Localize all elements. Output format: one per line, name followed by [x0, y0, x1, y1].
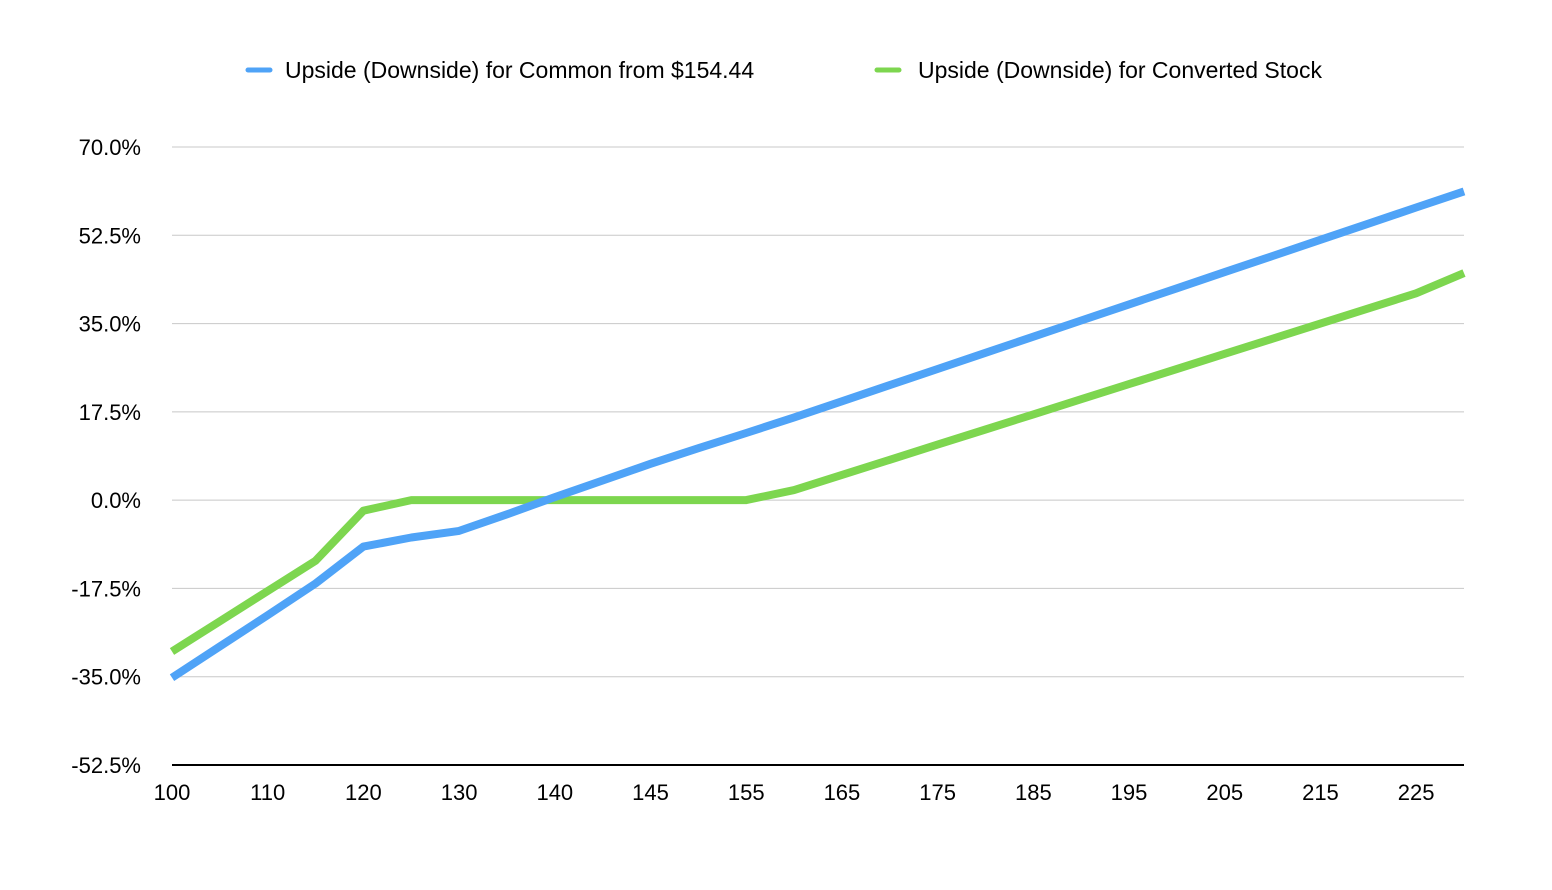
- x-tick-label: 130: [441, 780, 478, 805]
- legend: Upside (Downside) for Common from $154.4…: [245, 57, 1322, 83]
- x-tick-label: 165: [824, 780, 861, 805]
- x-axis-tick-labels: 100 110 120 130 140 145 155 165 175 185 195 205 215 2…: [154, 780, 1435, 805]
- legend-label-common: Upside (Downside) for Common from $154.4…: [285, 57, 754, 83]
- series-lines: [169, 187, 1466, 682]
- x-tick-label: 205: [1206, 780, 1243, 805]
- y-tick-label: 17.5%: [79, 400, 141, 425]
- x-tick-label: 100: [154, 780, 191, 805]
- x-tick-label: 140: [536, 780, 573, 805]
- series-line-converted: [169, 269, 1466, 655]
- y-tick-label: 70.0%: [79, 135, 141, 160]
- y-tick-label: 52.5%: [79, 223, 141, 248]
- y-tick-label: 35.0%: [79, 312, 141, 337]
- y-tick-label: 0.0%: [91, 488, 141, 513]
- x-tick-label: 110: [250, 780, 285, 805]
- y-tick-label: -17.5%: [71, 576, 141, 601]
- x-tick-label: 225: [1398, 780, 1435, 805]
- series-line-common: [169, 187, 1466, 682]
- y-tick-label: -35.0%: [71, 665, 141, 690]
- x-tick-label: 155: [728, 780, 765, 805]
- x-tick-label: 120: [345, 780, 382, 805]
- x-tick-label: 215: [1302, 780, 1339, 805]
- x-tick-label: 145: [632, 780, 669, 805]
- y-axis-tick-labels: 70.0% 52.5% 35.0% 17.5% 0.0% -17.5% -35.0% -52.…: [71, 135, 141, 778]
- x-tick-label: 185: [1015, 780, 1052, 805]
- x-tick-label: 195: [1111, 780, 1148, 805]
- y-tick-label: -52.5%: [71, 753, 141, 778]
- x-tick-label: 175: [919, 780, 956, 805]
- legend-label-converted: Upside (Downside) for Converted Stock: [918, 57, 1322, 83]
- gridlines: [172, 146, 1464, 678]
